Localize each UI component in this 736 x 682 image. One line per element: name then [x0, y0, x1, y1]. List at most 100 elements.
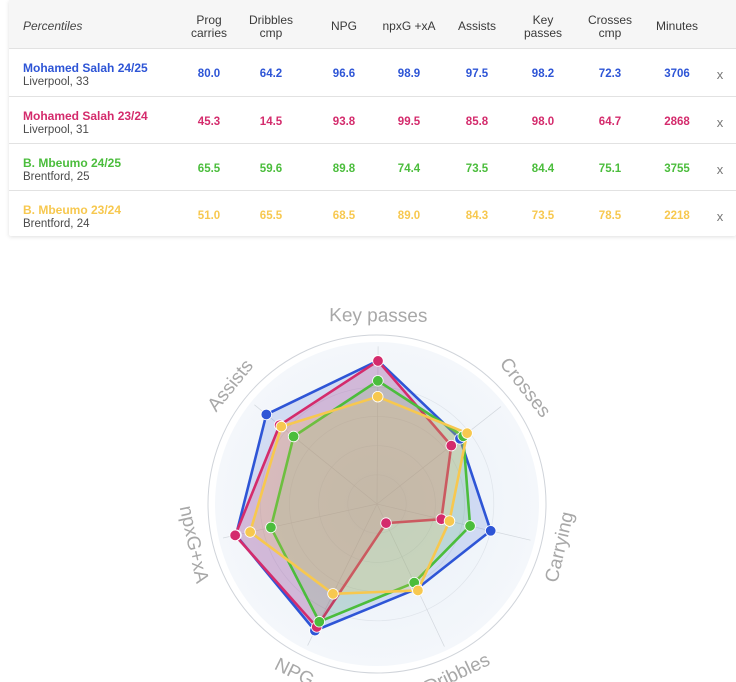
stat-dribbles-cmp: 14.5 — [259, 116, 283, 128]
percentiles-table: Percentiles Prog carries Dribbles cmp NPG npx… — [9, 0, 736, 236]
radar-data-point — [229, 529, 241, 542]
table-row: B. Mbeumo 24/25 Brentford, 25 65.5 59.6 89.8… — [9, 144, 736, 191]
remove-row-button[interactable]: x — [716, 115, 724, 130]
column-header-line: Dribbles — [248, 13, 293, 27]
column-header-minutes[interactable]: Minutes — [637, 20, 717, 33]
stat-minutes: 3755 — [664, 163, 690, 175]
player-club-age: Brentford, 24 — [23, 218, 90, 230]
remove-row-button[interactable]: x — [716, 209, 724, 224]
radar-spoke — [376, 346, 379, 505]
column-header-dribbles-cmp[interactable]: Dribbles cmp — [231, 14, 311, 40]
stat-crosses-cmp: 64.7 — [598, 116, 622, 128]
stat-prog-carries: 80.0 — [197, 68, 221, 80]
table-row: B. Mbeumo 23/24 Brentford, 24 51.0 65.5 68.5… — [9, 191, 736, 237]
radar-data-point — [244, 526, 256, 538]
player-name[interactable]: Mohamed Salah 23/24 — [23, 109, 148, 123]
column-header-key-passes[interactable]: Key passes — [503, 14, 583, 40]
column-header-line: npxG +xA — [382, 19, 436, 33]
player-name-text: B. Mbeumo — [23, 203, 91, 217]
stat-crosses-cmp: 72.3 — [598, 68, 622, 80]
stat-key-passes: 73.5 — [531, 210, 555, 222]
column-header-line: NPG — [330, 19, 357, 33]
column-header-line: Key — [532, 13, 554, 27]
column-header-prog-carries[interactable]: Prog carries — [169, 14, 249, 40]
stat-npxg-xa: 89.0 — [397, 210, 421, 222]
radar-spoke — [376, 406, 502, 505]
remove-row-button[interactable]: x — [716, 67, 724, 82]
stat-npg: 89.8 — [332, 163, 356, 175]
stat-key-passes: 84.4 — [531, 163, 555, 175]
stat-assists: 84.3 — [465, 210, 489, 222]
remove-row-button[interactable]: x — [716, 162, 724, 177]
column-header-line: Assists — [457, 19, 496, 33]
column-header-line: passes — [523, 26, 563, 40]
player-name[interactable]: Mohamed Salah 24/25 — [23, 61, 148, 75]
stat-dribbles-cmp: 65.5 — [259, 210, 283, 222]
player-season: 23/24 — [117, 109, 148, 123]
stat-key-passes: 98.0 — [531, 116, 555, 128]
radar-data-point — [275, 420, 288, 433]
stat-prog-carries: 45.3 — [197, 116, 221, 128]
stat-minutes: 2218 — [664, 210, 690, 222]
radar-grid-ring — [318, 445, 436, 563]
radar-series-polygon — [248, 395, 469, 596]
table-row: Mohamed Salah 23/24 Liverpool, 31 45.3 14.5… — [9, 97, 736, 144]
radar-grid-ring — [259, 386, 495, 622]
stat-key-passes: 98.2 — [531, 68, 555, 80]
radar-data-point — [464, 520, 476, 532]
player-club-age: Liverpool, 31 — [23, 124, 89, 136]
column-header-line: Prog — [196, 13, 222, 27]
player-name-text: B. Mbeumo — [23, 156, 91, 170]
stat-crosses-cmp: 78.5 — [598, 210, 622, 222]
stat-minutes: 2868 — [664, 116, 690, 128]
player-club-age: Liverpool, 33 — [23, 76, 89, 88]
radar-axis-label: Key passes — [329, 305, 427, 327]
radar-data-point — [313, 616, 325, 628]
column-header-crosses-cmp[interactable]: Crosses cmp — [570, 14, 650, 40]
row-divider — [9, 96, 736, 97]
column-header-npxg-xa[interactable]: npxG +xA — [369, 20, 449, 33]
radar-data-point — [372, 375, 384, 387]
radar-data-point — [327, 588, 339, 600]
stat-npg: 96.6 — [332, 68, 356, 80]
stat-prog-carries: 65.5 — [197, 163, 221, 175]
stat-minutes: 3706 — [664, 68, 690, 80]
radar-data-point — [445, 439, 457, 452]
stat-npg: 93.8 — [332, 116, 356, 128]
column-header-line: carries — [190, 26, 227, 40]
column-header-assists[interactable]: Assists — [437, 20, 517, 33]
stat-assists: 85.8 — [465, 116, 489, 128]
row-divider — [9, 143, 736, 144]
column-header-line: Crosses — [587, 13, 632, 27]
column-header-npg[interactable]: NPG — [304, 20, 384, 33]
radar-axis-label: npxG+xA — [175, 504, 213, 586]
stat-npxg-xa: 99.5 — [397, 116, 421, 128]
player-name-text: Mohamed Salah — [23, 61, 118, 75]
player-season: 23/24 — [91, 203, 122, 217]
radar-data-point — [484, 525, 497, 537]
radar-data-point — [412, 584, 424, 597]
table-row: Mohamed Salah 24/25 Liverpool, 33 80.0 64.2… — [9, 49, 736, 96]
player-season: 24/25 — [117, 61, 148, 75]
table-header: Percentiles Prog carries Dribbles cmp NPG npx… — [9, 0, 736, 48]
radar-data-point — [372, 390, 384, 403]
radar-data-point — [380, 517, 392, 529]
radar-spoke — [254, 404, 378, 505]
stat-dribbles-cmp: 64.2 — [259, 68, 283, 80]
row-divider — [9, 190, 736, 191]
column-header-line: cmp — [598, 26, 622, 40]
column-header-line: cmp — [259, 26, 283, 40]
player-name[interactable]: B. Mbeumo 23/24 — [23, 203, 121, 217]
radar-data-point — [372, 355, 384, 367]
player-name-text: Mohamed Salah — [23, 109, 118, 123]
player-name[interactable]: B. Mbeumo 24/25 — [23, 156, 121, 170]
player-season: 24/25 — [91, 156, 122, 170]
radar-data-point — [265, 521, 277, 534]
radar-data-point — [287, 430, 300, 443]
radar-data-point — [461, 427, 473, 439]
radar-data-point — [260, 408, 273, 421]
percentiles-header: Percentiles — [23, 19, 83, 33]
stat-npxg-xa: 74.4 — [397, 163, 421, 175]
stat-crosses-cmp: 75.1 — [598, 163, 622, 175]
stat-npg: 68.5 — [332, 210, 356, 222]
